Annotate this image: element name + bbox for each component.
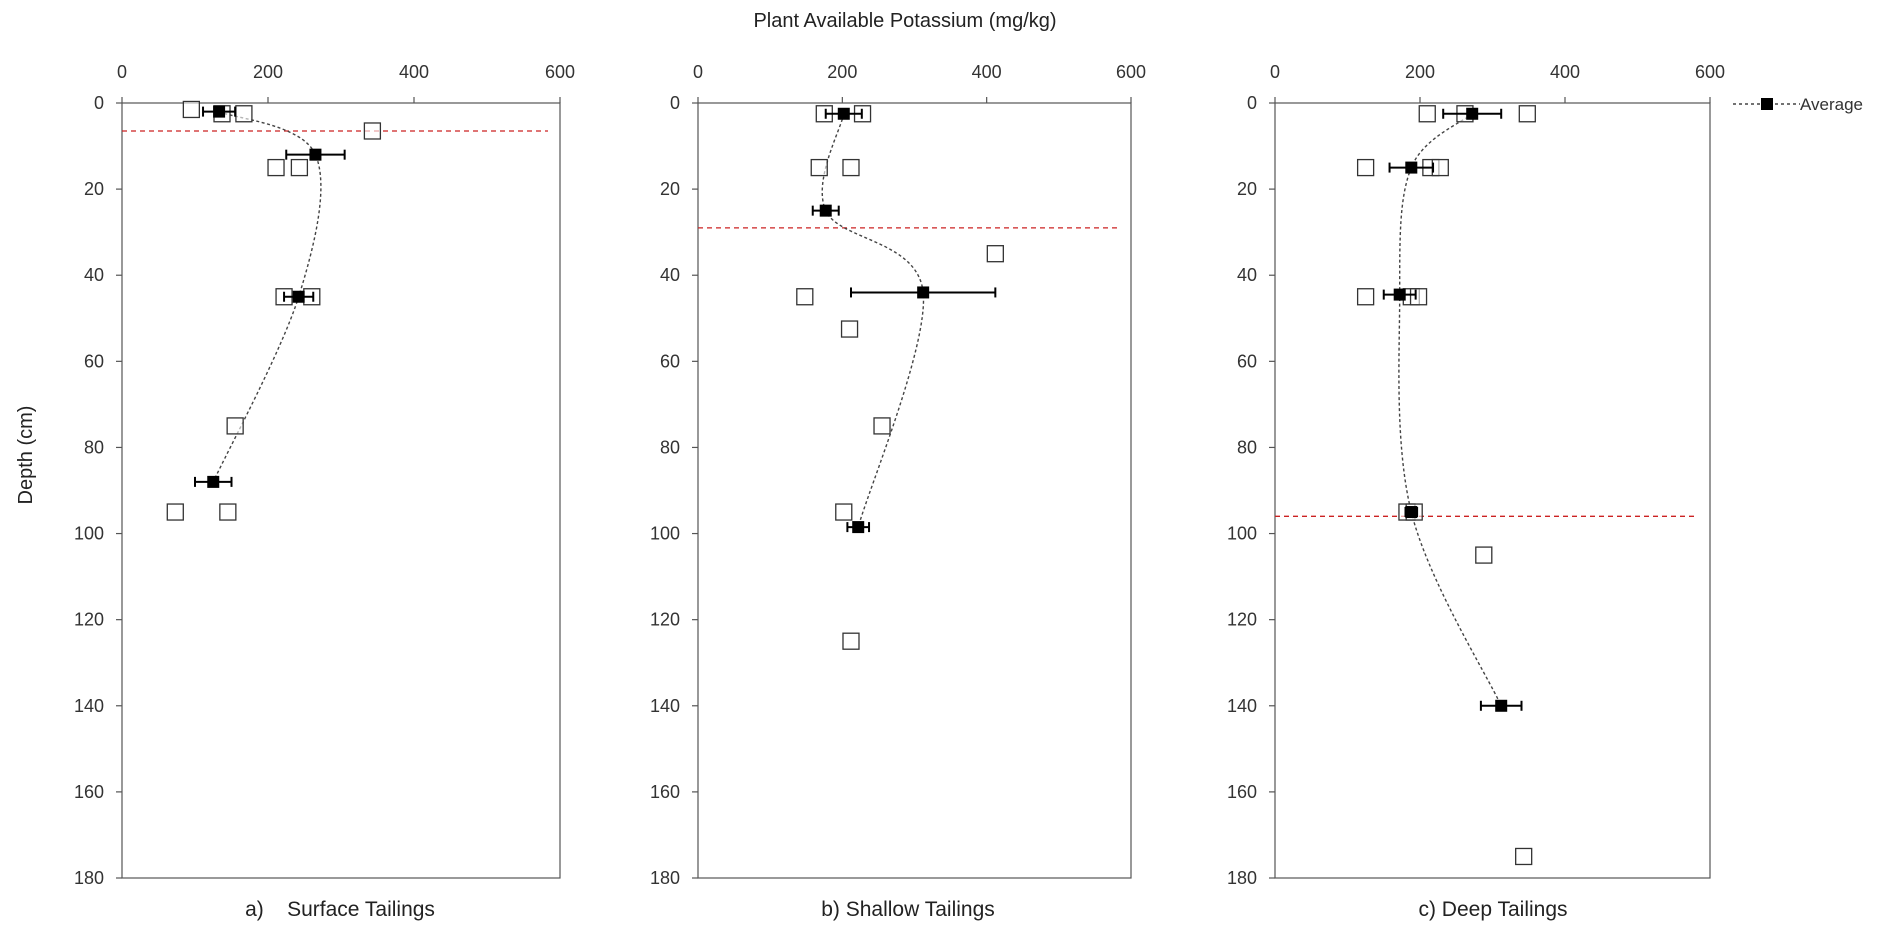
y-tick-label: 80 [1237, 437, 1257, 457]
y-tick-label: 0 [94, 93, 104, 113]
y-tick-label: 100 [1227, 524, 1257, 544]
trend-line [1398, 113, 1502, 707]
panel-label: b) Shallow Tailings [821, 898, 995, 921]
legend-label-average: Average [1800, 95, 1863, 114]
panel-label: c) Deep Tailings [1418, 898, 1567, 921]
average-point [837, 107, 850, 120]
sample-point [842, 158, 860, 177]
y-tick-label: 20 [660, 179, 680, 199]
sample-point [235, 105, 253, 123]
sample-point [182, 100, 201, 119]
y-tick-label: 180 [1227, 868, 1257, 888]
sample-point [796, 288, 814, 306]
average-point [1495, 699, 1508, 712]
average-point [213, 105, 226, 118]
x-tick-label: 200 [1405, 62, 1435, 82]
x-tick-label: 200 [827, 62, 857, 82]
y-tick-label: 160 [74, 782, 104, 802]
average-point [852, 521, 865, 534]
y-tick-label: 140 [74, 696, 104, 716]
average-point [207, 475, 220, 488]
y-tick-label: 120 [1227, 610, 1257, 630]
sample-point [1431, 158, 1449, 177]
sample-point [290, 158, 309, 177]
x-tick-label: 600 [545, 62, 575, 82]
y-tick-label: 100 [74, 524, 104, 544]
trend-line [212, 110, 322, 483]
y-tick-label: 80 [660, 437, 680, 457]
y-tick-label: 20 [84, 179, 104, 199]
y-tick-label: 180 [74, 868, 104, 888]
sample-point [166, 503, 184, 521]
x-tick-label: 400 [972, 62, 1002, 82]
panel-label: a) Surface Tailings [245, 898, 435, 921]
average-point [1466, 107, 1479, 120]
y-tick-label: 120 [74, 610, 104, 630]
average-point [917, 286, 930, 299]
y-tick-label: 140 [650, 696, 680, 716]
x-tick-label: 600 [1695, 62, 1725, 82]
x-tick-label: 400 [399, 62, 429, 82]
sample-point [363, 122, 382, 140]
y-tick-label: 60 [84, 351, 104, 371]
average-point [292, 290, 305, 303]
sample-point [226, 417, 244, 435]
y-tick-label: 60 [660, 351, 680, 371]
average-point [1393, 288, 1406, 301]
average-point [1405, 506, 1418, 519]
x-tick-label: 200 [253, 62, 283, 82]
legend: Average [1733, 95, 1863, 114]
y-tick-label: 0 [670, 93, 680, 113]
y-tick-label: 40 [660, 265, 680, 285]
y-tick-label: 80 [84, 437, 104, 457]
y-tick-label: 20 [1237, 179, 1257, 199]
plot-frame [1274, 102, 1711, 879]
y-tick-label: 160 [1227, 782, 1257, 802]
y-tick-label: 160 [650, 782, 680, 802]
sample-point [1518, 105, 1536, 123]
sample-point [1475, 546, 1493, 564]
sample-point [835, 503, 853, 521]
sample-point [873, 417, 891, 435]
x-tick-label: 0 [1270, 62, 1280, 82]
panel-deep-tailings: 0 200 400 600 0 20 40 60 80 100 120 140 160 180 c) Dee… [1227, 62, 1725, 921]
figure-title: Plant Available Potassium (mg/kg) [753, 10, 1056, 32]
y-tick-label: 0 [1247, 93, 1257, 113]
sample-point [840, 320, 859, 338]
sample-point [1356, 158, 1375, 177]
trend-line [821, 113, 925, 528]
average-point [309, 148, 322, 161]
y-tick-label: 40 [1237, 265, 1257, 285]
average-point [1405, 161, 1418, 174]
sample-point [267, 158, 285, 177]
plot-frame [697, 102, 1132, 879]
sample-point [219, 503, 237, 521]
panel-surface-tailings: 0 200 400 600 0 20 40 60 80 100 120 140 160 180 a) Sur… [74, 62, 575, 921]
sample-point [1356, 288, 1375, 306]
sample-point [1418, 105, 1436, 123]
average-point [819, 204, 832, 217]
sample-point [810, 158, 828, 177]
sample-point [1515, 847, 1533, 866]
plot-frame [121, 102, 561, 879]
y-tick-label: 100 [650, 524, 680, 544]
sample-point [986, 245, 1004, 263]
x-tick-label: 400 [1550, 62, 1580, 82]
y-tick-label: 60 [1237, 351, 1257, 371]
y-tick-label: 180 [650, 868, 680, 888]
y-tick-label: 40 [84, 265, 104, 285]
legend-marker-swatch [1761, 98, 1773, 110]
y-tick-label: 140 [1227, 696, 1257, 716]
y-tick-label: 120 [650, 610, 680, 630]
x-tick-label: 0 [117, 62, 127, 82]
y-axis-label: Depth (cm) [15, 406, 37, 505]
sample-point [1409, 288, 1428, 306]
sample-point [842, 632, 860, 650]
x-tick-label: 600 [1116, 62, 1146, 82]
panel-shallow-tailings: 0 200 400 600 0 20 40 60 80 100 120 140 160 180 b) Sha… [650, 62, 1146, 921]
x-tick-label: 0 [693, 62, 703, 82]
